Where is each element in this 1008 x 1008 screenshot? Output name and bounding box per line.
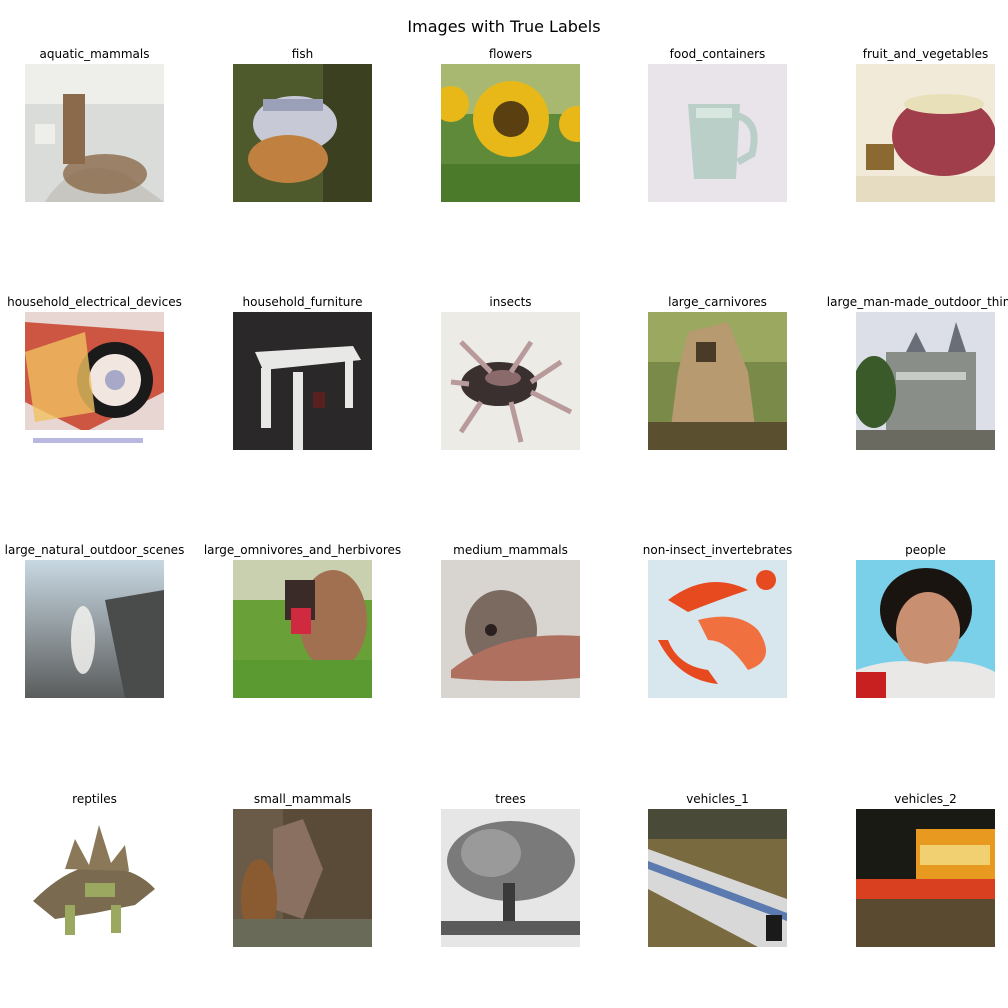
image-label: vehicles_1 [686, 792, 749, 806]
image-thumbnail [648, 312, 787, 450]
image-thumbnail [856, 809, 995, 947]
image-label: large_carnivores [668, 295, 767, 309]
image-label: household_electrical_devices [7, 295, 182, 309]
image-label: insects [489, 295, 532, 309]
image-thumbnail [25, 560, 164, 698]
image-label: fruit_and_vegetables [862, 47, 989, 61]
image-thumbnail [233, 560, 372, 698]
image-label: people [905, 543, 946, 557]
image-label: small_mammals [253, 792, 352, 806]
image-thumbnail [441, 809, 580, 947]
image-label: fish [291, 47, 314, 61]
image-thumbnail [441, 312, 580, 450]
image-label: vehicles_2 [894, 792, 957, 806]
image-label: trees [495, 792, 526, 806]
image-label: large_omnivores_and_herbivores [203, 543, 402, 557]
image-thumbnail [856, 312, 995, 450]
image-thumbnail [233, 312, 372, 450]
image-label: food_containers [669, 47, 766, 61]
image-thumbnail [441, 560, 580, 698]
image-label: household_furniture [242, 295, 363, 309]
image-thumbnail [233, 809, 372, 947]
image-thumbnail [25, 809, 164, 947]
image-label: large_natural_outdoor_scenes [4, 543, 185, 557]
image-thumbnail [441, 64, 580, 202]
image-thumbnail [648, 809, 787, 947]
image-label: large_man-made_outdoor_things [826, 295, 1008, 309]
image-label: non-insect_invertebrates [642, 543, 793, 557]
image-label: flowers [488, 47, 533, 61]
image-label: aquatic_mammals [39, 47, 150, 61]
image-label: reptiles [72, 792, 117, 806]
image-thumbnail [25, 64, 164, 202]
image-thumbnail [233, 64, 372, 202]
image-thumbnail [648, 560, 787, 698]
image-thumbnail [856, 560, 995, 698]
image-label: medium_mammals [453, 543, 568, 557]
figure-title: Images with True Labels [407, 17, 601, 36]
image-thumbnail [25, 312, 164, 450]
image-thumbnail [856, 64, 995, 202]
image-thumbnail [648, 64, 787, 202]
